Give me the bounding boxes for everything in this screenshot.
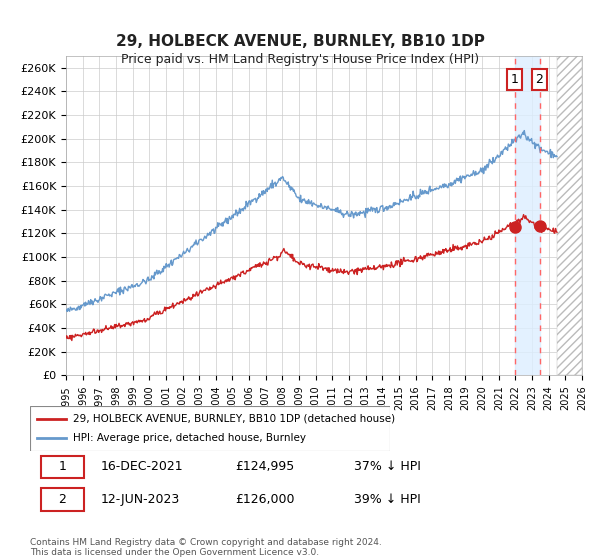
Text: £124,995: £124,995 <box>235 460 295 473</box>
Text: £126,000: £126,000 <box>235 493 295 506</box>
Text: 2: 2 <box>58 493 67 506</box>
Text: 29, HOLBECK AVENUE, BURNLEY, BB10 1DP (detached house): 29, HOLBECK AVENUE, BURNLEY, BB10 1DP (d… <box>73 413 395 423</box>
Text: Price paid vs. HM Land Registry's House Price Index (HPI): Price paid vs. HM Land Registry's House … <box>121 53 479 66</box>
Text: 1: 1 <box>58 460 67 473</box>
Text: 39% ↓ HPI: 39% ↓ HPI <box>354 493 421 506</box>
Text: 2: 2 <box>536 73 544 86</box>
Text: 37% ↓ HPI: 37% ↓ HPI <box>354 460 421 473</box>
Bar <box>557 56 582 375</box>
FancyBboxPatch shape <box>41 488 84 511</box>
Text: 1: 1 <box>511 73 518 86</box>
FancyBboxPatch shape <box>30 406 390 451</box>
Bar <box>515 56 539 375</box>
FancyBboxPatch shape <box>41 456 84 478</box>
Text: Contains HM Land Registry data © Crown copyright and database right 2024.
This d: Contains HM Land Registry data © Crown c… <box>30 538 382 557</box>
Text: 29, HOLBECK AVENUE, BURNLEY, BB10 1DP: 29, HOLBECK AVENUE, BURNLEY, BB10 1DP <box>116 34 484 49</box>
Text: HPI: Average price, detached house, Burnley: HPI: Average price, detached house, Burn… <box>73 433 306 444</box>
Text: 16-DEC-2021: 16-DEC-2021 <box>100 460 183 473</box>
Text: 12-JUN-2023: 12-JUN-2023 <box>100 493 179 506</box>
